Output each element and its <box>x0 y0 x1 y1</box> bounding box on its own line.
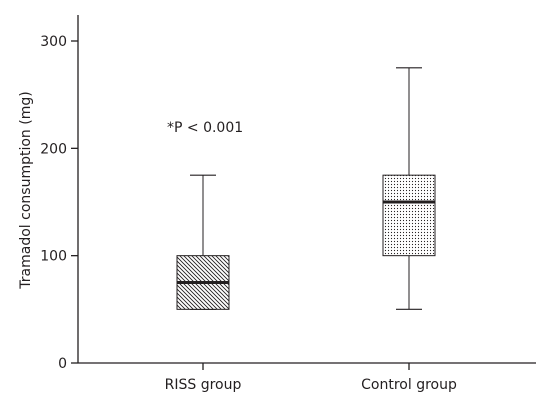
significance-annotation: *P < 0.001 <box>167 120 243 136</box>
y-tick-label-100: 100 <box>40 249 67 265</box>
category-label-control: Control group <box>361 377 457 393</box>
y-tick-label-0: 0 <box>58 356 67 372</box>
y-axis-title: Tramadol consumption (mg) <box>18 91 34 289</box>
y-tick-label-200: 200 <box>40 141 67 157</box>
category-labels: RISS group Control group <box>165 377 457 393</box>
category-label-riss: RISS group <box>165 377 242 393</box>
box-control <box>382 174 436 257</box>
y-tick-label-300: 300 <box>40 34 67 50</box>
plot-area: 0 100 200 300 <box>40 15 536 372</box>
